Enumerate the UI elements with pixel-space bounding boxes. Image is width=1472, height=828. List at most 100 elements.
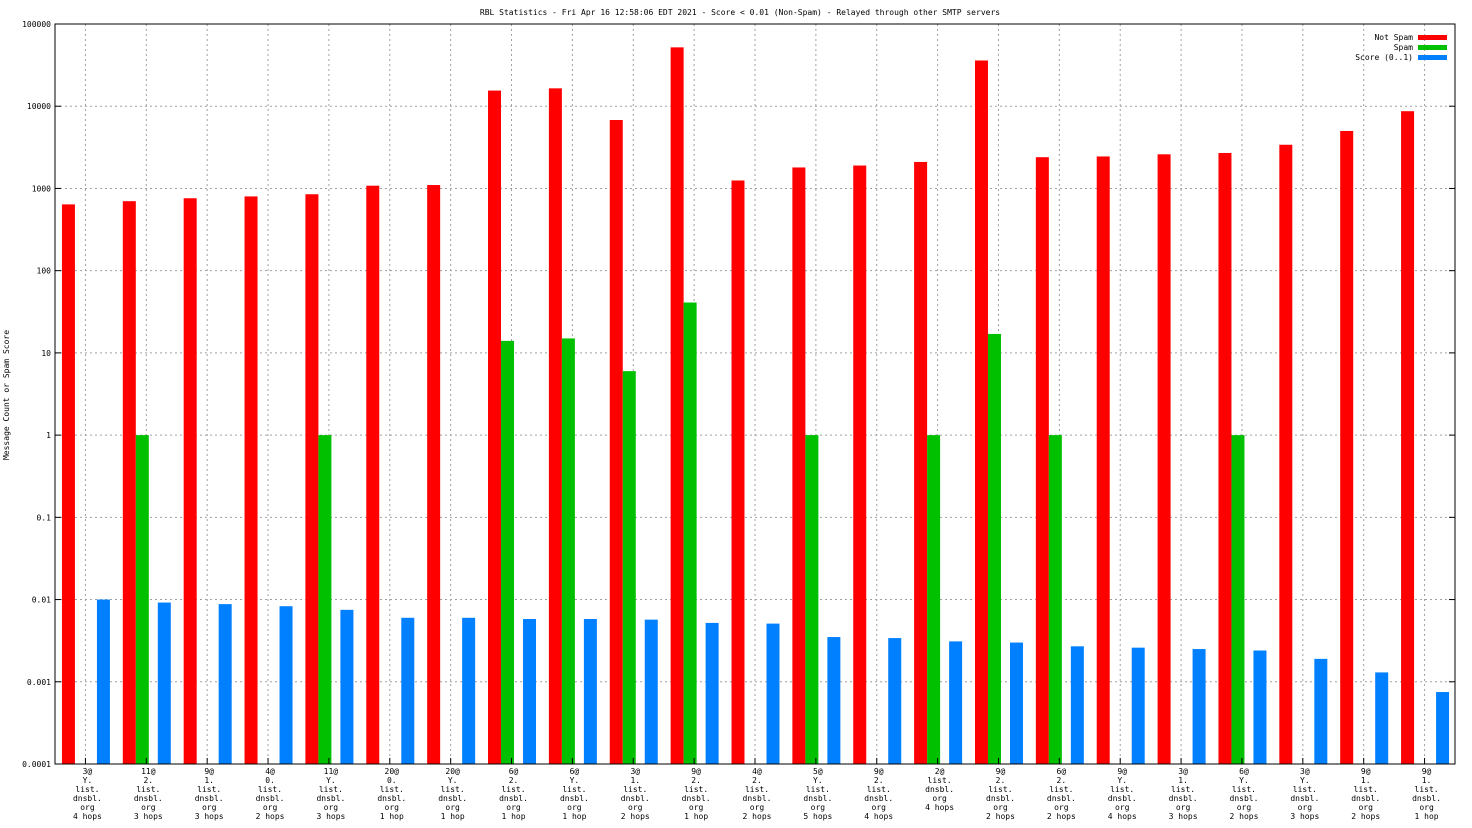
x-tick-label-line: Y. xyxy=(83,776,93,785)
bar-score-0-1 xyxy=(949,641,963,764)
x-tick-label-line: list. xyxy=(1049,785,1073,794)
x-tick-label: 6@ 2. list. dnsbl. org 1 hop xyxy=(499,767,528,821)
x-tick-label-line: dnsbl. xyxy=(1230,794,1259,803)
x-tick-label: 3@ 1. list. dnsbl. org 2 hops xyxy=(621,767,650,821)
x-tick-label-line: dnsbl. xyxy=(803,794,832,803)
x-tick-label-line: org xyxy=(932,794,947,803)
x-tick-label-line: dnsbl. xyxy=(682,794,711,803)
bar-score-0-1 xyxy=(1009,642,1023,764)
x-tick-label-line: 1. xyxy=(1178,776,1188,785)
x-tick-label-line: 1 hop xyxy=(1415,812,1439,821)
x-tick-label-line: dnsbl. xyxy=(1047,794,1076,803)
bar-score-0-1 xyxy=(1070,646,1084,764)
x-tick-label-line: org xyxy=(202,803,217,812)
bar-score-0-1 xyxy=(218,604,232,764)
x-tick-label-line: org xyxy=(1358,803,1373,812)
x-tick-label: 2@ list. dnsbl. org 4 hops xyxy=(925,767,954,812)
x-tick-label-line: 2 hops xyxy=(1351,812,1380,821)
x-tick-label-line: 3@ xyxy=(83,767,93,776)
x-tick-label-line: 4 hops xyxy=(73,812,102,821)
x-tick-label-line: dnsbl. xyxy=(377,794,406,803)
x-tick-label: 6@ 2. list. dnsbl. org 2 hops xyxy=(1047,767,1076,821)
bar-score-0-1 xyxy=(1192,649,1206,764)
x-tick-label-line: list. xyxy=(501,785,525,794)
x-tick-label-line: 9@ xyxy=(204,767,214,776)
bar-not-spam xyxy=(1035,157,1049,765)
x-tick-label-line: list. xyxy=(806,785,830,794)
bar-score-0-1 xyxy=(1314,658,1328,764)
y-tick-label: 0.001 xyxy=(27,678,51,687)
bar-score-0-1 xyxy=(644,619,658,764)
x-tick-label-line: Y. xyxy=(448,776,458,785)
bar-score-0-1 xyxy=(583,619,597,764)
x-tick-label-line: 2 hops xyxy=(621,812,650,821)
x-tick-label-line: 3 hops xyxy=(195,812,224,821)
bar-score-0-1 xyxy=(401,617,415,764)
x-tick-label-line: list. xyxy=(928,776,952,785)
x-tick-label-line: list. xyxy=(197,785,221,794)
x-tick-label-line: 1 hop xyxy=(380,812,404,821)
x-tick-label-line: 1 hop xyxy=(562,812,586,821)
bar-spam xyxy=(1048,435,1062,764)
x-tick-label-line: 6@ xyxy=(1239,767,1249,776)
x-tick-label-line: 3 hops xyxy=(1290,812,1319,821)
x-tick-label-line: 2 hops xyxy=(1230,812,1259,821)
x-tick-label-line: 5@ xyxy=(813,767,823,776)
x-tick-label-line: dnsbl. xyxy=(1351,794,1380,803)
bar-not-spam xyxy=(1157,154,1171,765)
x-tick-label-line: org xyxy=(567,803,582,812)
x-tick-label-line: org xyxy=(1419,803,1434,812)
bar-not-spam xyxy=(427,185,441,765)
bar-spam xyxy=(805,435,819,764)
x-tick-label-line: 3 hops xyxy=(1169,812,1198,821)
x-tick-label-line: 0. xyxy=(265,776,275,785)
x-tick-label-line: dnsbl. xyxy=(256,794,285,803)
x-tick-label-line: 9@ xyxy=(1361,767,1371,776)
legend-label: Spam xyxy=(1394,43,1413,52)
x-tick-label-line: 1. xyxy=(1361,776,1371,785)
bar-spam xyxy=(927,435,941,764)
bar-score-0-1 xyxy=(462,617,476,764)
bar-score-0-1 xyxy=(279,606,293,764)
x-tick-label: 9@ 1. list. dnsbl. org 2 hops xyxy=(1351,767,1380,821)
x-tick-label-line: org xyxy=(1054,803,1069,812)
x-tick-label-line: 3 hops xyxy=(316,812,345,821)
bar-spam xyxy=(1231,435,1245,764)
x-tick-label-line: Y. xyxy=(1117,776,1127,785)
x-tick-label-line: list. xyxy=(1171,785,1195,794)
x-tick-label: 9@ Y. list. dnsbl. org 4 hops xyxy=(1108,767,1137,821)
bar-not-spam xyxy=(183,198,197,765)
x-tick-label-line: 6@ xyxy=(570,767,580,776)
legend-swatch xyxy=(1418,45,1447,50)
bar-score-0-1 xyxy=(1436,692,1450,764)
bar-not-spam xyxy=(792,167,806,764)
y-tick-label: 0.1 xyxy=(37,513,52,522)
bar-spam xyxy=(318,435,332,764)
x-tick-label-line: list. xyxy=(867,785,891,794)
legend-swatch xyxy=(1418,35,1447,40)
bar-not-spam xyxy=(366,185,380,764)
x-tick-label: 4@ 0. list. dnsbl. org 2 hops xyxy=(256,767,285,821)
bar-not-spam xyxy=(244,196,258,764)
legend-label: Score (0..1) xyxy=(1355,53,1413,62)
x-tick-label-line: dnsbl. xyxy=(134,794,163,803)
bar-score-0-1 xyxy=(1131,647,1145,764)
y-tick-label: 10000 xyxy=(27,102,51,111)
bar-not-spam xyxy=(731,180,745,764)
legend-label: Not Spam xyxy=(1374,33,1413,42)
x-tick-label-line: org xyxy=(141,803,156,812)
x-tick-label-line: org xyxy=(1115,803,1130,812)
x-tick-label: 5@ Y. list. dnsbl. org 5 hops xyxy=(803,767,832,821)
x-tick-label-line: 2@ xyxy=(935,767,945,776)
bar-score-0-1 xyxy=(1375,672,1389,764)
x-tick-label: 3@ 1. list. dnsbl. org 3 hops xyxy=(1169,767,1198,821)
x-tick-label-line: org xyxy=(385,803,400,812)
x-tick-label-line: list. xyxy=(988,785,1012,794)
x-tick-label-line: dnsbl. xyxy=(1108,794,1137,803)
x-tick-label-line: list. xyxy=(75,785,99,794)
x-tick-label-line: 20@ xyxy=(385,767,400,776)
x-tick-label-line: org xyxy=(506,803,521,812)
bar-not-spam xyxy=(914,161,928,764)
x-tick-label-line: dnsbl. xyxy=(864,794,893,803)
